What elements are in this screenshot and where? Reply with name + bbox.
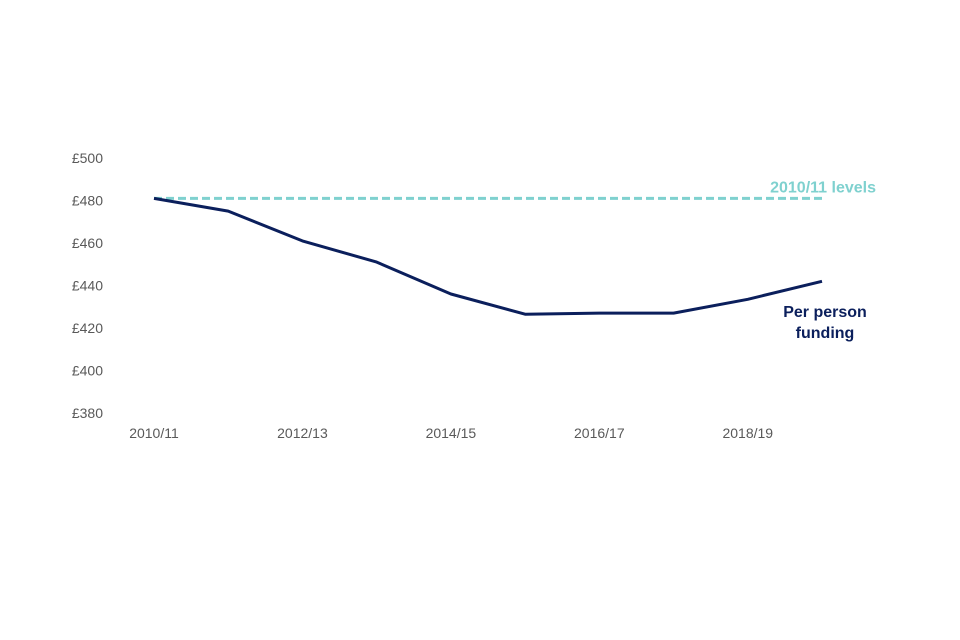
y-tick-label: £420 [72, 320, 103, 336]
x-axis-ticks: 2010/11 2012/13 2014/15 2016/17 2018/19 [129, 425, 773, 441]
y-tick-label: £440 [72, 278, 103, 294]
x-tick-label: 2010/11 [129, 425, 179, 441]
y-tick-label: £500 [72, 150, 103, 166]
x-tick-label: 2018/19 [722, 425, 773, 441]
y-tick-label: £480 [72, 193, 103, 209]
chart-series [153, 196, 823, 316]
series-labels: Per person funding 2010/11 levels [770, 179, 876, 342]
y-tick-label: £400 [72, 363, 103, 379]
y-tick-label: £380 [72, 405, 103, 421]
x-tick-label: 2016/17 [574, 425, 625, 441]
x-tick-label: 2012/13 [277, 425, 328, 441]
reference-line-label: 2010/11 levels [770, 179, 876, 196]
x-tick-label: 2014/15 [426, 425, 477, 441]
y-axis-ticks: £380 £400 £420 £440 £460 £480 £500 [72, 150, 103, 421]
y-tick-label: £460 [72, 235, 103, 251]
series-label: Per person funding [783, 304, 867, 342]
series-line [153, 196, 823, 316]
